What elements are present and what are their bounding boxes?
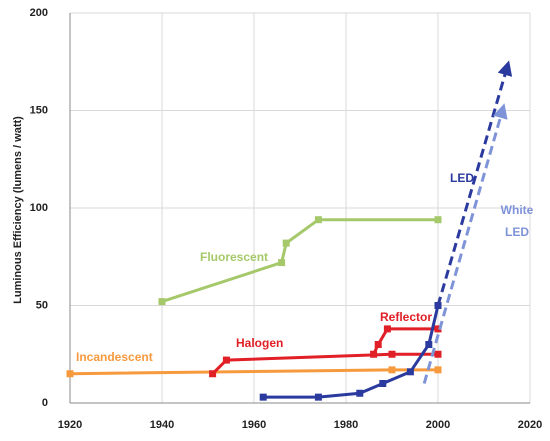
point <box>379 380 386 387</box>
point <box>375 341 382 348</box>
y-tick-label: 200 <box>30 7 48 19</box>
point <box>407 368 414 375</box>
point <box>278 259 285 266</box>
y-tick-label: 100 <box>30 202 48 214</box>
point <box>435 302 442 309</box>
point <box>425 341 432 348</box>
point <box>283 240 290 247</box>
point <box>435 366 442 373</box>
point <box>315 216 322 223</box>
point <box>435 216 442 223</box>
point <box>260 394 267 401</box>
x-tick-label: 2000 <box>426 419 450 431</box>
x-tick-label: 1940 <box>150 419 174 431</box>
series-label: Halogen <box>236 332 283 354</box>
x-tick-label: 2020 <box>518 419 542 431</box>
page: Luminous Efficiency (lumens / watt) 1920… <box>0 0 550 441</box>
point <box>209 370 216 377</box>
point <box>159 298 166 305</box>
y-axis-label: Luminous Efficiency (lumens / watt) <box>12 116 24 304</box>
point <box>435 351 442 358</box>
series-label: LED <box>450 167 474 189</box>
series-label: White LED <box>497 199 537 243</box>
series-label: Fluorescent <box>200 246 268 268</box>
point <box>389 351 396 358</box>
series-label: Reflector <box>380 306 432 328</box>
point <box>370 351 377 358</box>
x-tick-label: 1920 <box>58 419 82 431</box>
x-tick-label: 1980 <box>334 419 358 431</box>
series-line <box>424 111 502 384</box>
point <box>315 394 322 401</box>
point <box>389 366 396 373</box>
point <box>67 370 74 377</box>
y-tick-label: 50 <box>36 299 48 311</box>
series-label: Incandescent <box>76 346 153 368</box>
y-tick-label: 150 <box>30 104 48 116</box>
chart: Luminous Efficiency (lumens / watt) 1920… <box>0 0 550 441</box>
point <box>223 357 230 364</box>
y-tick-label: 0 <box>42 397 48 409</box>
x-tick-label: 1960 <box>242 419 266 431</box>
point <box>356 390 363 397</box>
